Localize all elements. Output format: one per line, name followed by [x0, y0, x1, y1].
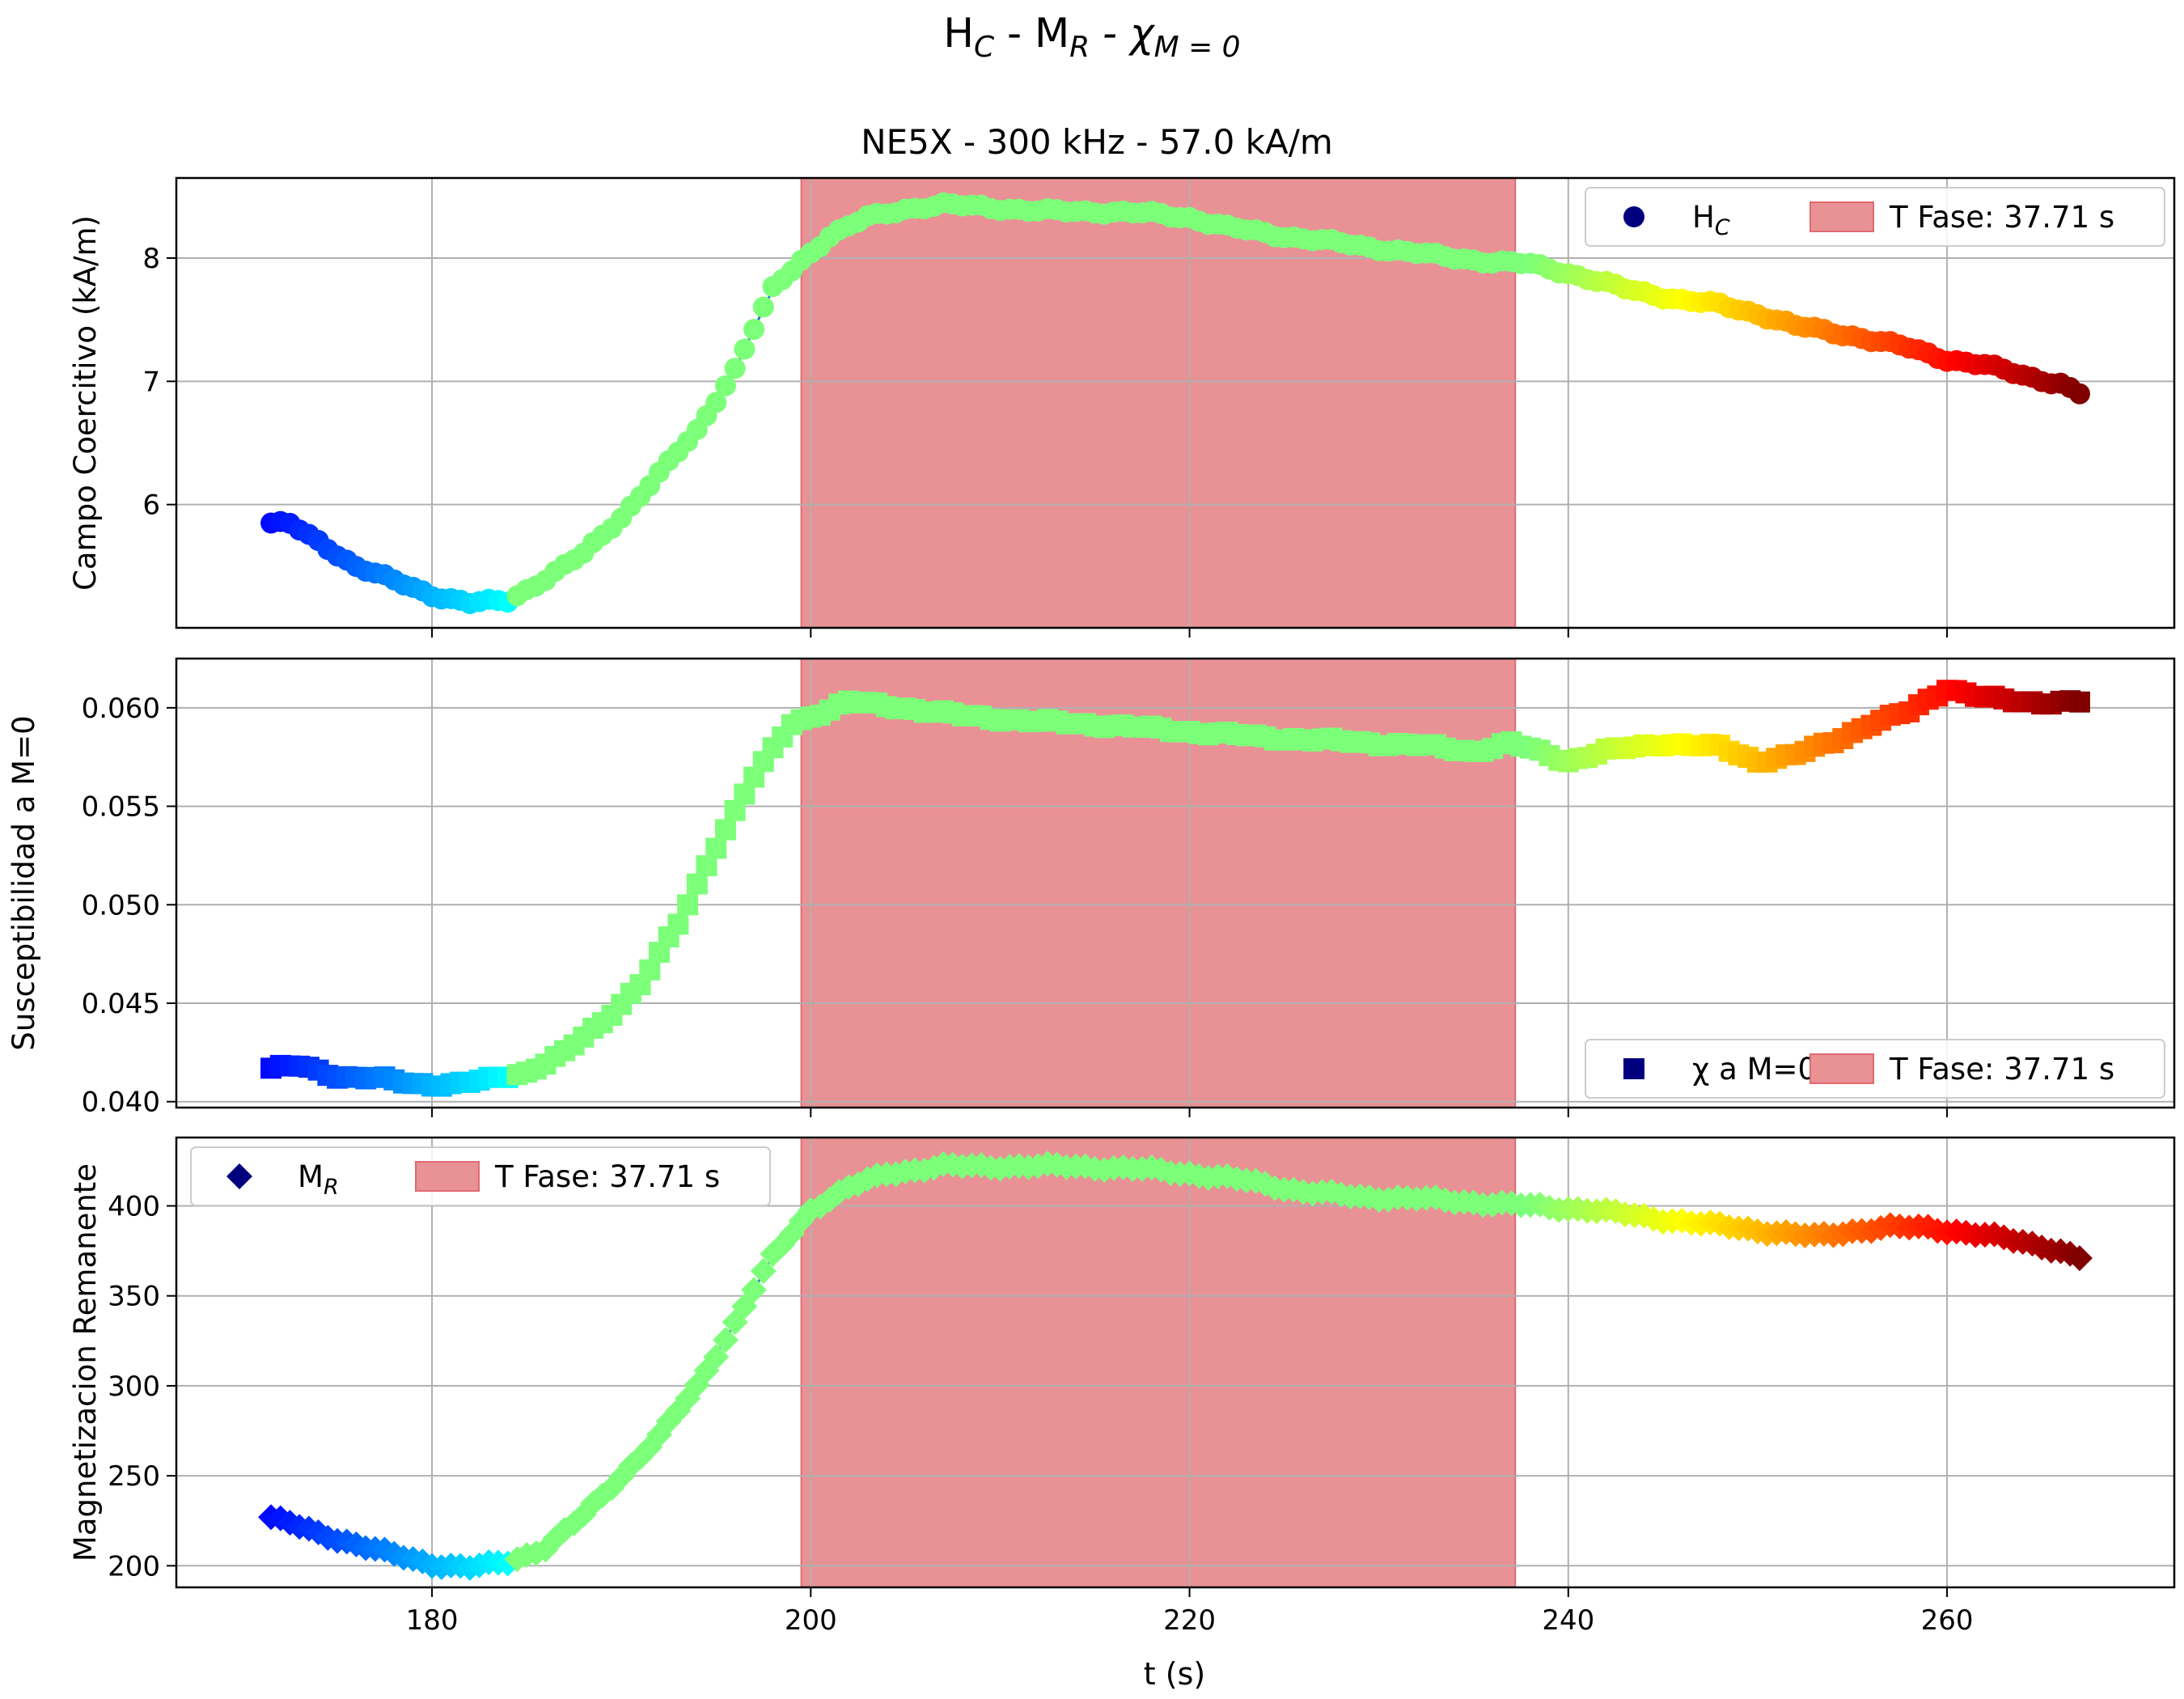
y-tick-label: 350 — [108, 1281, 160, 1313]
legend-box — [1585, 1039, 2165, 1099]
legend-band-label: T Fase: 37.71 s — [494, 1159, 720, 1194]
y-tick-label: 7 — [142, 366, 160, 398]
series-markers — [258, 1150, 2093, 1582]
suptitle-sub-3: M = 0 — [1154, 31, 1241, 64]
series-markers — [260, 192, 2090, 615]
legend-box — [190, 1146, 771, 1206]
y-tick-label: 0.055 — [82, 791, 160, 824]
y-axis-label: Susceptibilidad a M=0 — [6, 715, 41, 1050]
y-axis-label: Campo Coercitivo (kA/m) — [68, 215, 103, 591]
data-point — [712, 1327, 739, 1354]
legend-band-swatch — [1809, 201, 1874, 232]
data-point — [705, 392, 727, 413]
series-markers — [260, 680, 2090, 1097]
phase-band — [800, 1137, 1517, 1588]
y-tick-label: 0.045 — [82, 988, 160, 1020]
data-point — [703, 1344, 730, 1371]
data-point — [724, 358, 746, 379]
x-tick-label: 240 — [1542, 1604, 1594, 1637]
axes-frame — [175, 176, 2176, 629]
data-point — [2066, 1245, 2093, 1272]
legend: MR T Fase: 37.71 s — [190, 1146, 771, 1206]
y-tick-label: 0.040 — [82, 1087, 160, 1119]
y-axis-label: Magnetizacion Remanente — [68, 1163, 103, 1561]
panel-2: 0.040 0.045 0.050 0.055 0.060 Susceptibilidad… — [6, 657, 2176, 1119]
legend-series-label: HC — [1692, 200, 1730, 240]
legend-band-label: T Fase: 37.71 s — [1889, 200, 2114, 235]
y-tick-label: 0.060 — [82, 693, 160, 725]
legend-marker — [1623, 1058, 1644, 1079]
data-point — [750, 1258, 777, 1285]
y-tick-label: 200 — [108, 1550, 160, 1582]
x-tick-label: 220 — [1163, 1604, 1216, 1637]
legend-band-label: T Fase: 37.71 s — [1889, 1052, 2114, 1087]
legend-marker — [226, 1163, 252, 1189]
data-point — [714, 819, 736, 841]
suptitle-part-3: - χ — [1090, 10, 1156, 57]
panel-1: 6 7 8 Campo Coercitivo (kA/m) HC T Fase: 37.7… — [68, 176, 2176, 638]
legend-series-label: χ a M=0 — [1692, 1052, 1817, 1087]
panel-3: 180 200 220 240 260 200 250 300 350 400Magnetizac… — [68, 1136, 2176, 1637]
x-axis-label: t (s) — [1144, 1656, 1205, 1692]
y-tick-label: 300 — [108, 1371, 160, 1403]
y-tick-label: 8 — [142, 243, 160, 275]
suptitle-part-1: H — [943, 10, 974, 57]
data-point — [677, 894, 699, 916]
data-point — [686, 873, 708, 895]
legend-band-swatch — [1809, 1053, 1874, 1084]
data-point — [752, 296, 774, 318]
subtitle: NE5X - 300 kHz - 57.0 kA/m — [861, 122, 1333, 162]
y-tick-label: 0.050 — [82, 889, 160, 922]
data-point — [743, 319, 765, 341]
y-tick-label: 6 — [142, 489, 160, 522]
legend-box — [1585, 187, 2165, 247]
legend: χ a M=0 T Fase: 37.71 s — [1585, 1039, 2165, 1099]
suptitle-sub-2: R — [1069, 31, 1090, 64]
x-tick-label: 200 — [785, 1604, 837, 1637]
y-tick-label: 250 — [108, 1460, 160, 1493]
legend-marker — [1623, 206, 1644, 227]
data-point — [741, 1277, 768, 1303]
data-point — [667, 913, 689, 935]
data-point — [714, 375, 736, 396]
axes-frame — [175, 1136, 2176, 1589]
suptitle-sub-1: C — [974, 31, 995, 64]
y-tick-label: 400 — [108, 1191, 160, 1223]
legend-band-swatch — [415, 1161, 480, 1192]
data-point — [705, 837, 727, 859]
x-tick-label: 180 — [406, 1604, 459, 1637]
legend-series-label: MR — [298, 1159, 339, 1200]
data-point — [734, 338, 756, 360]
suptitle: HC - MR - χM = 0 — [943, 10, 1240, 64]
legend: HC T Fase: 37.71 s — [1585, 187, 2165, 247]
axes-frame — [175, 657, 2176, 1109]
data-point — [2068, 691, 2090, 713]
data-point — [2068, 383, 2090, 405]
x-tick-label: 260 — [1921, 1604, 1974, 1637]
suptitle-part-2: - M — [994, 10, 1069, 57]
